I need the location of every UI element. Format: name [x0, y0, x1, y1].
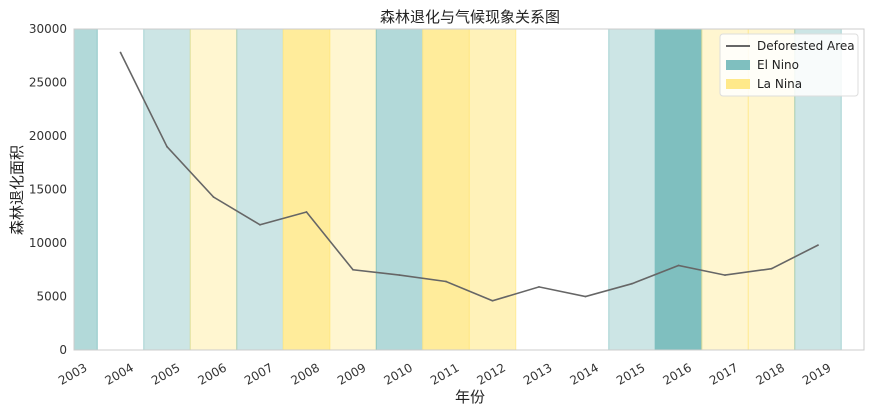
data-point-2005: [166, 145, 168, 148]
legend-label: Deforested Area: [757, 39, 855, 53]
data-point-2007: [259, 223, 261, 226]
plot-frame: [73, 28, 865, 351]
x-tick-label: 2011: [428, 360, 461, 387]
data-point-2019: [817, 244, 819, 247]
y-tick-label: 10000: [29, 236, 67, 250]
x-tick-label: 2012: [475, 360, 508, 387]
x-tick-label: 2013: [521, 360, 554, 387]
band-2010: [375, 28, 424, 351]
x-tick-label: 2014: [568, 360, 601, 387]
x-axis: 2003 2004 2005 2006 2007 2008 2009 2010 2011 2012…: [56, 360, 833, 387]
series-layer: [119, 51, 819, 302]
y-tick-label: 15000: [29, 183, 67, 197]
x-tick-label: 2016: [661, 360, 694, 387]
band-2007: [236, 28, 284, 351]
data-point-2018: [770, 267, 773, 270]
band-2003: [73, 28, 98, 351]
data-point-2017: [724, 274, 726, 276]
x-tick-label: 2015: [614, 360, 647, 387]
x-tick-label: 2018: [754, 360, 787, 387]
chart-title: 森林退化与气候现象关系图: [380, 8, 560, 26]
legend-label: El Nino: [757, 58, 799, 72]
series-line-0: [119, 52, 819, 302]
y-tick-label: 25000: [29, 76, 67, 90]
data-point-2015: [631, 282, 633, 285]
y-tick-label: 5000: [36, 290, 67, 304]
data-point-2016: [677, 264, 680, 267]
y-tick-label: 20000: [29, 129, 67, 143]
data-point-2006: [212, 196, 215, 198]
band-2008: [282, 28, 331, 351]
legend-label: La Nina: [757, 77, 802, 91]
x-tick-label: 2010: [382, 360, 415, 387]
band-2016: [654, 28, 703, 351]
data-point-2012: [491, 299, 494, 302]
x-tick-label: 2006: [196, 360, 229, 387]
x-tick-label: 2017: [707, 360, 740, 387]
x-tick-label: 2008: [289, 360, 322, 387]
y-axis: 0 5000 10000 15000 20000 25000 30000: [29, 22, 67, 357]
x-tick-label: 2003: [56, 360, 89, 387]
band-2011: [422, 28, 470, 351]
data-point-2009: [352, 268, 354, 271]
band-2006: [189, 28, 238, 351]
band-2012: [468, 28, 517, 351]
x-tick-label: 2004: [103, 360, 136, 387]
y-tick-label: 0: [59, 343, 67, 357]
x-tick-label: 2009: [335, 360, 368, 387]
legend-swatch-patch: [726, 60, 750, 70]
x-axis-title: 年份: [455, 388, 485, 406]
data-point-2013: [538, 285, 540, 288]
data-point-2004: [119, 51, 122, 54]
x-tick-label: 2007: [242, 360, 275, 387]
data-point-2014: [584, 295, 587, 298]
data-point-2010: [398, 274, 401, 276]
legend-swatch-patch: [726, 79, 750, 89]
data-point-2011: [445, 280, 447, 283]
x-tick-label: 2019: [800, 360, 833, 387]
band-2009: [329, 28, 377, 351]
data-point-2008: [305, 211, 308, 213]
x-tick-label: 2005: [149, 360, 182, 387]
y-tick-label: 30000: [29, 22, 67, 36]
legend: Deforested Area El Nino La Nina: [719, 33, 859, 97]
y-axis-title: 森林退化面积: [8, 145, 26, 235]
band-2005: [143, 28, 191, 351]
legend-box: [719, 33, 859, 97]
climate-bands: [73, 28, 842, 351]
band-2015: [608, 28, 656, 351]
